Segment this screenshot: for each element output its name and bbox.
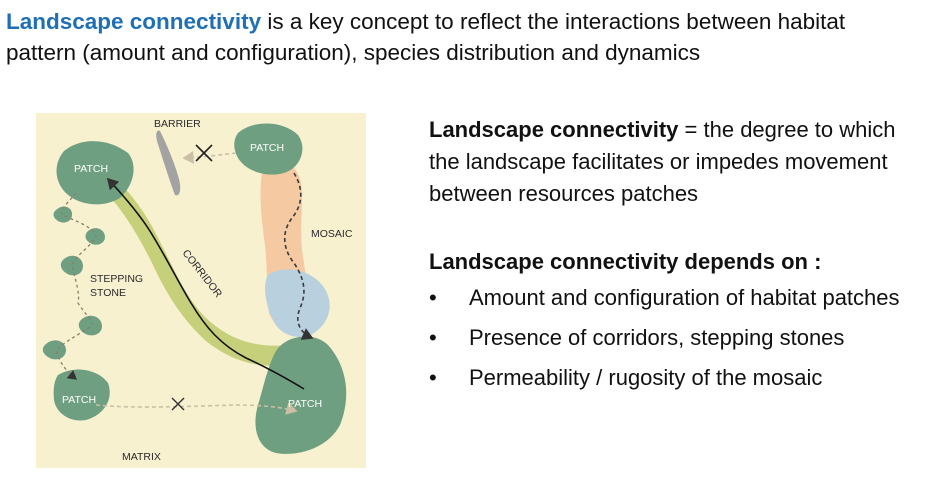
definition: Landscape connectivity = the degree to w… — [429, 114, 924, 210]
bullet-icon: • — [429, 325, 437, 350]
connectivity-diagram: BARRIER PATCH PATCH MOSAIC STEPPING STON… — [36, 113, 366, 468]
corridor-path — [106, 177, 305, 390]
label-stone: STONE — [90, 287, 126, 299]
list-item-text: Permeability / rugosity of the mosaic — [469, 365, 823, 390]
definition-term: Landscape connectivity — [429, 117, 679, 142]
label-patch-top-left: PATCH — [74, 163, 108, 175]
list-item-text: Presence of corridors, stepping stones — [469, 325, 845, 350]
label-patch-top-right: PATCH — [250, 142, 284, 154]
blocked-path-matrix — [95, 402, 298, 415]
headline-highlight: Landscape connectivity — [6, 9, 262, 34]
label-patch-bottom-left: PATCH — [62, 394, 96, 406]
depends-title: Landscape connectivity depends on : — [429, 249, 822, 274]
headline-text: is a key concept to reflect the interact… — [6, 9, 846, 65]
label-matrix: MATRIX — [122, 451, 161, 463]
list-item-text: Amount and configuration of habitat patc… — [469, 285, 900, 310]
headline: Landscape connectivity is a key concept … — [6, 6, 916, 68]
depends-list: • Amount and configuration of habitat pa… — [429, 282, 924, 394]
definition-text: = the degree to which the landscape faci… — [429, 117, 896, 206]
cross-icon-barrier — [195, 144, 213, 162]
stepping-stone-path — [55, 192, 97, 380]
label-mosaic: MOSAIC — [311, 228, 353, 240]
stepping-stone-3 — [60, 255, 83, 276]
stepping-stone-1 — [53, 206, 73, 223]
stepping-stone-5 — [42, 340, 66, 360]
label-barrier: BARRIER — [154, 118, 201, 130]
mosaic-blue — [265, 269, 330, 338]
label-stepping: STEPPING — [90, 273, 143, 285]
text-panel: Landscape connectivity = the degree to w… — [429, 114, 924, 402]
cross-icon-matrix — [171, 397, 185, 411]
patch-top-right — [234, 123, 303, 175]
barrier — [156, 130, 181, 196]
mosaic-path — [283, 172, 314, 340]
bullet-icon: • — [429, 365, 437, 390]
bullet-icon: • — [429, 285, 437, 310]
list-item: • Amount and configuration of habitat pa… — [429, 282, 924, 314]
list-item: • Permeability / rugosity of the mosaic — [429, 362, 924, 394]
patch-bottom-left — [53, 369, 110, 421]
patch-bottom-right — [255, 336, 347, 454]
label-patch-bottom-right: PATCH — [288, 398, 322, 410]
connectivity-figure: BARRIER PATCH PATCH MOSAIC STEPPING STON… — [36, 113, 366, 468]
list-item: • Presence of corridors, stepping stones — [429, 322, 924, 354]
